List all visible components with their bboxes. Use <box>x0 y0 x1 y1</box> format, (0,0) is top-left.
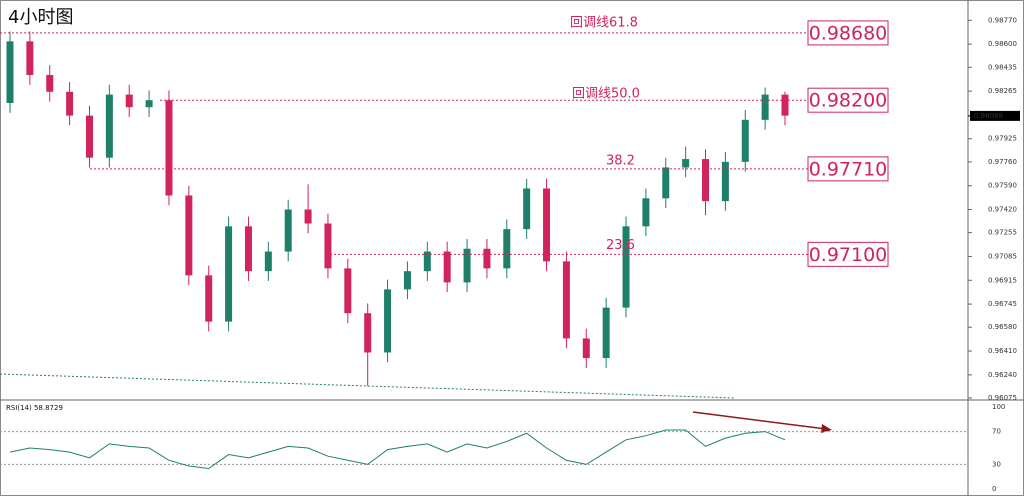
candle-body <box>721 161 729 202</box>
fib-label: 38.2 <box>606 153 635 168</box>
candle-body <box>403 271 411 290</box>
y-tick-label: 0.98600 <box>988 40 1017 48</box>
y-tick-label: 0.96410 <box>988 347 1017 355</box>
rsi-tick-label: 100 <box>992 403 1005 411</box>
candle-body <box>741 119 749 162</box>
y-tick-label: 0.98770 <box>988 16 1017 24</box>
candle-body <box>443 251 451 283</box>
chart-title: 4小时图 <box>8 7 73 28</box>
candle-body <box>761 94 769 120</box>
candle-body <box>46 74 54 92</box>
candle-body <box>284 209 292 252</box>
candle-body <box>145 100 153 108</box>
fib-price-box <box>807 241 889 267</box>
candle-body <box>304 209 312 224</box>
candle-body <box>66 91 74 116</box>
candle-body <box>125 94 133 108</box>
candle-body <box>6 41 14 104</box>
y-tick-label: 0.97925 <box>988 135 1017 143</box>
candle-body <box>244 226 252 272</box>
candle-body <box>543 188 551 262</box>
fib-price-box <box>807 20 889 46</box>
rsi-tick-label: 30 <box>992 460 1001 468</box>
last-price: 0.98088 <box>974 112 1003 120</box>
rsi-title: RSI(14) 58.8729 <box>6 404 63 412</box>
fib-price: 0.97710 <box>809 158 888 180</box>
candle-body <box>185 195 193 276</box>
rsi-arrow <box>692 411 827 430</box>
candle-body <box>85 115 93 158</box>
candle-body <box>562 261 570 339</box>
y-tick-label: 0.97420 <box>988 206 1017 214</box>
y-tick-label: 0.96915 <box>988 276 1017 284</box>
candle-body <box>582 338 590 359</box>
candle-body <box>503 229 511 269</box>
candle-body <box>642 198 650 227</box>
rsi-line <box>9 429 786 470</box>
candle-body <box>682 159 690 168</box>
candle-body <box>523 188 531 230</box>
fib-label: 回调线50.0 <box>572 87 640 102</box>
candle-body <box>264 251 272 272</box>
trend-line <box>0 373 736 399</box>
y-tick-label: 0.97590 <box>988 182 1017 190</box>
rsi-tick-label: 70 <box>992 428 1001 436</box>
candle-body <box>622 226 630 308</box>
candle-body <box>205 275 213 322</box>
candle-body <box>26 41 34 75</box>
y-tick-label: 0.98435 <box>988 63 1017 71</box>
candle-body <box>225 226 233 322</box>
y-tick-label: 0.97085 <box>988 252 1017 260</box>
fib-price-box <box>807 87 889 113</box>
candle-body <box>344 268 352 314</box>
candle-body <box>423 251 431 272</box>
candle-body <box>463 248 471 283</box>
fib-price: 0.98200 <box>809 90 888 112</box>
candle-body <box>324 223 332 269</box>
candle-body <box>702 159 710 202</box>
candle-body <box>165 100 173 196</box>
y-tick-label: 0.96075 <box>988 394 1017 402</box>
y-tick-label: 0.97760 <box>988 158 1017 166</box>
y-tick-label: 0.96580 <box>988 323 1017 331</box>
y-tick-label: 0.96745 <box>988 300 1017 308</box>
y-tick-label: 0.98265 <box>988 87 1017 95</box>
candle-body <box>364 313 372 353</box>
last-price-box <box>970 110 1020 121</box>
fib-price-box <box>807 156 889 182</box>
candle-body <box>105 94 113 158</box>
candle-body <box>483 248 491 269</box>
candle-body <box>662 167 670 199</box>
fib-price: 0.98680 <box>809 22 888 44</box>
candle-body <box>781 94 789 116</box>
candle-body <box>602 307 610 359</box>
fib-label: 23.6 <box>606 238 635 253</box>
y-tick-label: 0.97255 <box>988 229 1017 237</box>
rsi-tick-label: 0 <box>992 485 996 493</box>
rsi-arrowhead <box>821 424 832 433</box>
fib-label: 回调线61.8 <box>570 15 638 30</box>
y-tick-label: 0.96240 <box>988 371 1017 379</box>
fib-price: 0.97100 <box>809 244 888 266</box>
candle-body <box>384 289 392 353</box>
